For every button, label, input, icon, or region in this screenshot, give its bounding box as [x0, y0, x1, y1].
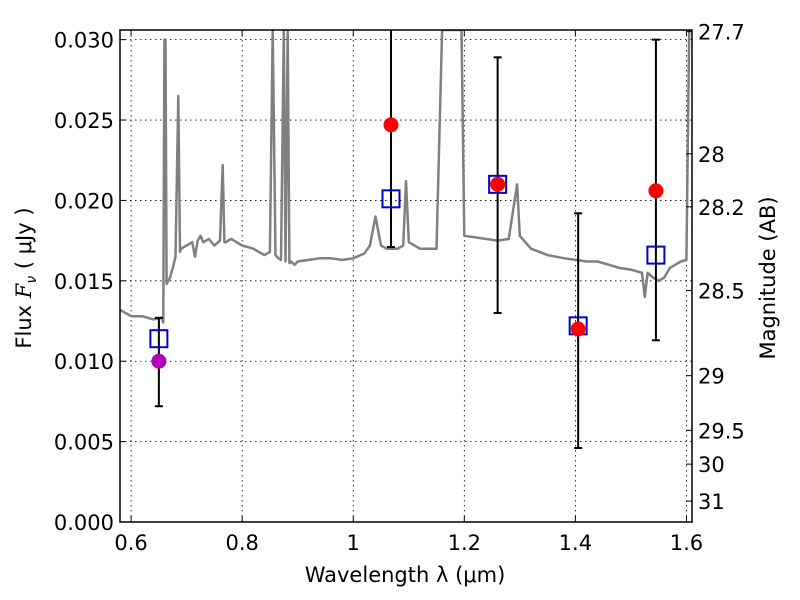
- mag-tick-label: 29: [698, 365, 725, 389]
- y-tick-label: 0.000: [54, 511, 114, 535]
- y-tick-label: 0.030: [54, 29, 114, 53]
- observed-flux-point: [570, 321, 586, 337]
- observed-flux-point: [490, 176, 506, 192]
- mag-tick-label: 31: [698, 490, 725, 514]
- model-spectrum-line: [120, 30, 692, 324]
- model-photometry-square: [149, 329, 169, 349]
- mag-tick-label: 30: [698, 453, 725, 477]
- y-tick-label: 0.015: [54, 270, 114, 294]
- x-tick-label: 1: [347, 531, 360, 555]
- y-tick-label: 0.020: [54, 189, 114, 213]
- observed-flux-point: [151, 353, 167, 369]
- x-tick-label: 1.2: [448, 531, 481, 555]
- model-spectrum-layer: [120, 30, 692, 324]
- grid-lines: [120, 30, 692, 522]
- y-axis-label-subscript: ν: [24, 276, 40, 284]
- y-tick-label: 0.005: [54, 431, 114, 455]
- mag-tick-label: 28.5: [698, 279, 745, 303]
- x-tick-label: 0.8: [225, 531, 258, 555]
- model-photometry-square: [646, 245, 666, 265]
- observed-flux-point: [648, 183, 664, 199]
- x-axis-label: Wavelength λ (μm): [305, 563, 506, 587]
- x-tick-label: 1.4: [559, 531, 592, 555]
- y-axis-label: Flux Fν ( μJy ): [12, 207, 40, 348]
- observed-flux-point: [383, 117, 399, 133]
- model-photometry-square: [488, 174, 508, 194]
- y-axis-label-symbol: F: [12, 282, 36, 299]
- plot-frame: [119, 29, 693, 523]
- model-photometry-square: [381, 189, 401, 209]
- y-tick-label: 0.010: [54, 350, 114, 374]
- x-tick-label: 0.6: [114, 531, 147, 555]
- y-tick-label: 0.025: [54, 109, 114, 133]
- y-axis-label-prefix: Flux: [12, 298, 36, 348]
- y2-axis-label: Magnitude (AB): [756, 196, 780, 359]
- axis-ticks: 0.6 0.8 1 1.2 1.4 1.6 0.000 0.005 0.010 0.015 0.02…: [54, 21, 745, 555]
- x-tick-label: 1.6: [670, 531, 703, 555]
- mag-tick-label: 27.7: [698, 21, 745, 45]
- mag-tick-label: 28: [698, 143, 725, 167]
- mag-tick-label: 28.2: [698, 196, 745, 220]
- mag-tick-label: 29.5: [698, 419, 745, 443]
- y-axis-label-unit: ( μJy ): [12, 207, 36, 275]
- markers-layer: [149, 117, 666, 369]
